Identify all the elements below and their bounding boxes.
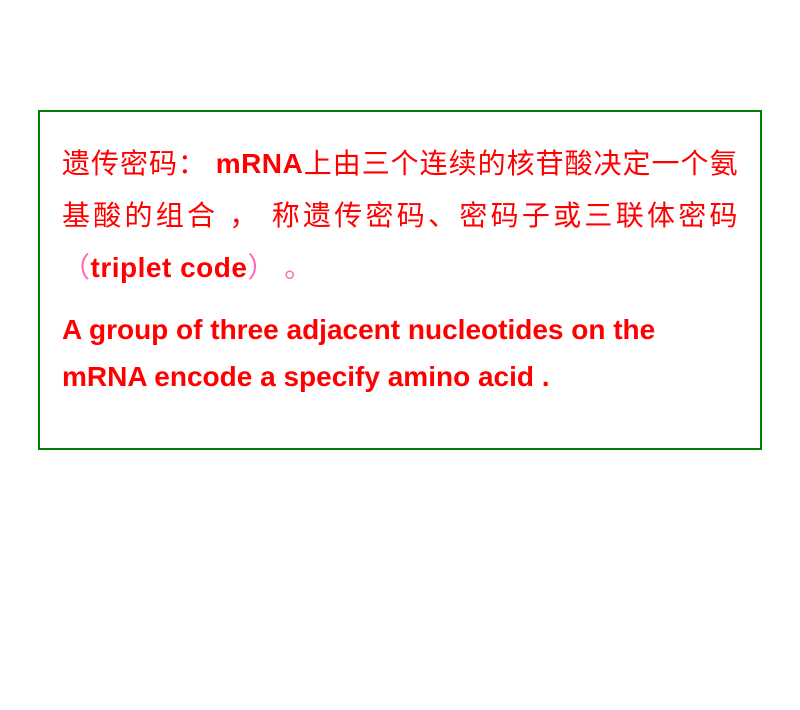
chinese-definition: 遗传密码： mRNA上由三个连续的核苷酸决定一个氨基酸的组合 ， 称遗传密码、密… [62,138,738,293]
cn-paren-close: ） 。 [247,252,312,283]
cn-paren-open: （ [62,252,91,283]
cn-triplet: triplet code [91,252,248,283]
cn-label: 遗传密码： [62,148,207,179]
cn-mrna: mRNA [216,148,304,179]
english-definition: A group of three adjacent nucleotides on… [62,307,738,399]
definition-box: 遗传密码： mRNA上由三个连续的核苷酸决定一个氨基酸的组合 ， 称遗传密码、密… [38,110,762,450]
